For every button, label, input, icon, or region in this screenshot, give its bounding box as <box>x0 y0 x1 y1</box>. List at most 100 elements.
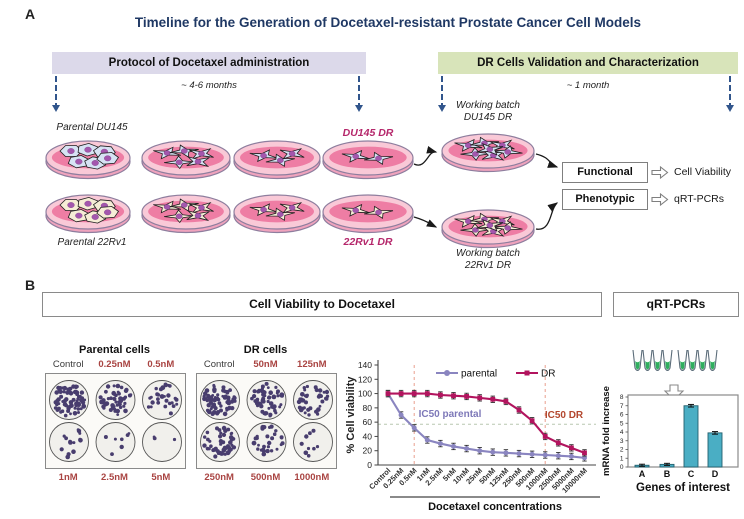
colony-well <box>200 422 240 462</box>
y-tick-label: 6 <box>620 412 624 419</box>
figure-title: Timeline for the Generation of Docetaxel… <box>134 15 642 30</box>
protocol-header: Protocol of Docetaxel administration <box>52 52 366 74</box>
validation-header: DR Cells Validation and Characterization <box>438 52 738 74</box>
petri-dish <box>45 194 131 234</box>
y-tick-label: 2 <box>620 447 624 454</box>
assay-bottom-labels: 250nM 500nM 1000nM <box>196 472 335 486</box>
phenotypic-box: Phenotypic <box>562 189 648 210</box>
connector-arrow <box>413 146 438 166</box>
petri-dish <box>441 209 535 249</box>
panel-a-label: A <box>25 6 36 22</box>
petri-dish <box>233 140 321 180</box>
connector-arrow <box>413 216 438 228</box>
well-label: 0.25nM <box>98 359 131 370</box>
y-tick-label: 40 <box>363 431 373 441</box>
series-line-DR <box>388 392 585 454</box>
colony-well <box>95 422 136 462</box>
y-tick-label: 8 <box>620 394 624 401</box>
colony-well <box>49 422 89 462</box>
timeline-arrow-icon <box>726 76 734 112</box>
assay-top-labels: Control 0.25nM 0.5nM <box>45 359 184 373</box>
timeline-arrow-icon <box>355 76 363 112</box>
functional-box: Functional <box>562 162 648 183</box>
y-tick-label: 7 <box>620 403 624 410</box>
colony-well <box>142 422 182 462</box>
y-tick-label: 80 <box>363 403 373 413</box>
petri-dish <box>141 140 231 180</box>
x-axis-label: Docetaxel concentrations <box>428 501 562 513</box>
assay-title: DR cells <box>243 344 288 356</box>
du145-dr-label: DU145 DR <box>342 127 394 139</box>
timeline-arrow-icon <box>438 76 446 112</box>
well-label: 50nM <box>253 359 278 370</box>
colony-well <box>246 422 287 462</box>
well-label: 500nM <box>250 472 281 483</box>
working-batch-22rv1-label: Working batch 22Rv1 DR <box>456 248 520 271</box>
colony-well <box>293 380 333 420</box>
y-axis-label: % Cell viability <box>345 376 357 454</box>
well-label: 0.5nM <box>147 359 175 370</box>
petri-dish-diagram <box>45 133 559 249</box>
assay-bottom-labels: 1nM 2.5nM 5nM <box>45 472 184 486</box>
bar <box>683 405 699 468</box>
hollow-right-arrow-icon <box>651 192 669 207</box>
petri-dish <box>45 140 131 180</box>
well-label: Control <box>52 359 84 370</box>
well-label: 250nM <box>204 472 234 483</box>
x-tick-label: D <box>712 469 719 479</box>
legend-label: parental <box>461 369 497 380</box>
petri-dish <box>322 194 414 234</box>
well-label: 1000nM <box>294 472 330 483</box>
petri-dish <box>322 140 414 180</box>
validation-duration: ~ 1 month <box>566 80 610 91</box>
assay-top-labels: Control 50nM 125nM <box>196 359 335 373</box>
petri-dish <box>441 133 535 173</box>
ic50-annotation: IC50 parental <box>419 409 482 420</box>
connector-arrow <box>535 153 559 168</box>
well-label: Control <box>203 359 235 370</box>
cell-viability-readout: Cell Viability <box>674 166 731 178</box>
x-tick-label: B <box>664 469 671 479</box>
colony-well <box>142 380 182 420</box>
petri-dish <box>233 194 321 234</box>
connector-arrow <box>535 202 559 230</box>
protocol-duration: ~ 4-6 months <box>181 80 237 91</box>
working-batch-du145-label: Working batch DU145 DR <box>456 100 520 123</box>
assay-title: Parental cells <box>79 344 150 356</box>
well-label: 125nM <box>297 359 327 370</box>
y-tick-label: 4 <box>620 429 624 436</box>
colony-well <box>95 380 136 420</box>
parental-22rv1-label: Parental 22Rv1 <box>57 237 127 248</box>
viability-header-box: Cell Viability to Docetaxel <box>42 292 602 317</box>
y-tick-label: 20 <box>363 446 373 456</box>
y-tick-label: 0 <box>367 460 372 470</box>
bar <box>707 432 723 468</box>
colony-well <box>246 380 287 420</box>
panel-b-label: B <box>25 277 36 293</box>
y-tick-label: 1 <box>620 455 624 462</box>
parental-colony-assay: Parental cells Control 0.25nM 0.5nM 1nM … <box>45 344 186 486</box>
timeline-arrow-icon <box>52 76 60 112</box>
y-tick-label: 60 <box>363 417 373 427</box>
legend-label: DR <box>541 369 555 380</box>
legend: parental DR <box>436 369 555 380</box>
parental-du145-label: Parental DU145 <box>56 122 128 133</box>
y-tick-label: 120 <box>358 374 372 384</box>
22rv1-dr-label: 22Rv1 DR <box>343 236 393 248</box>
colony-well <box>293 422 333 462</box>
series-line-parental <box>387 393 585 459</box>
colony-well <box>200 380 240 420</box>
qrtpcr-header-box: qRT-PCRs <box>613 292 739 317</box>
y-tick-label: 0 <box>620 464 624 471</box>
x-tick-label: C <box>688 469 695 479</box>
y-tick-label: 140 <box>358 360 372 370</box>
well-label: 2.5nM <box>101 472 128 483</box>
x-tick-label: A <box>639 469 646 479</box>
y-tick-label: 5 <box>620 420 624 427</box>
viability-line-chart: 020406080100120140Control0.25nM0.5nM1nM2… <box>345 360 600 513</box>
well-label: 5nM <box>151 472 171 483</box>
y-tick-label: 3 <box>620 438 624 445</box>
